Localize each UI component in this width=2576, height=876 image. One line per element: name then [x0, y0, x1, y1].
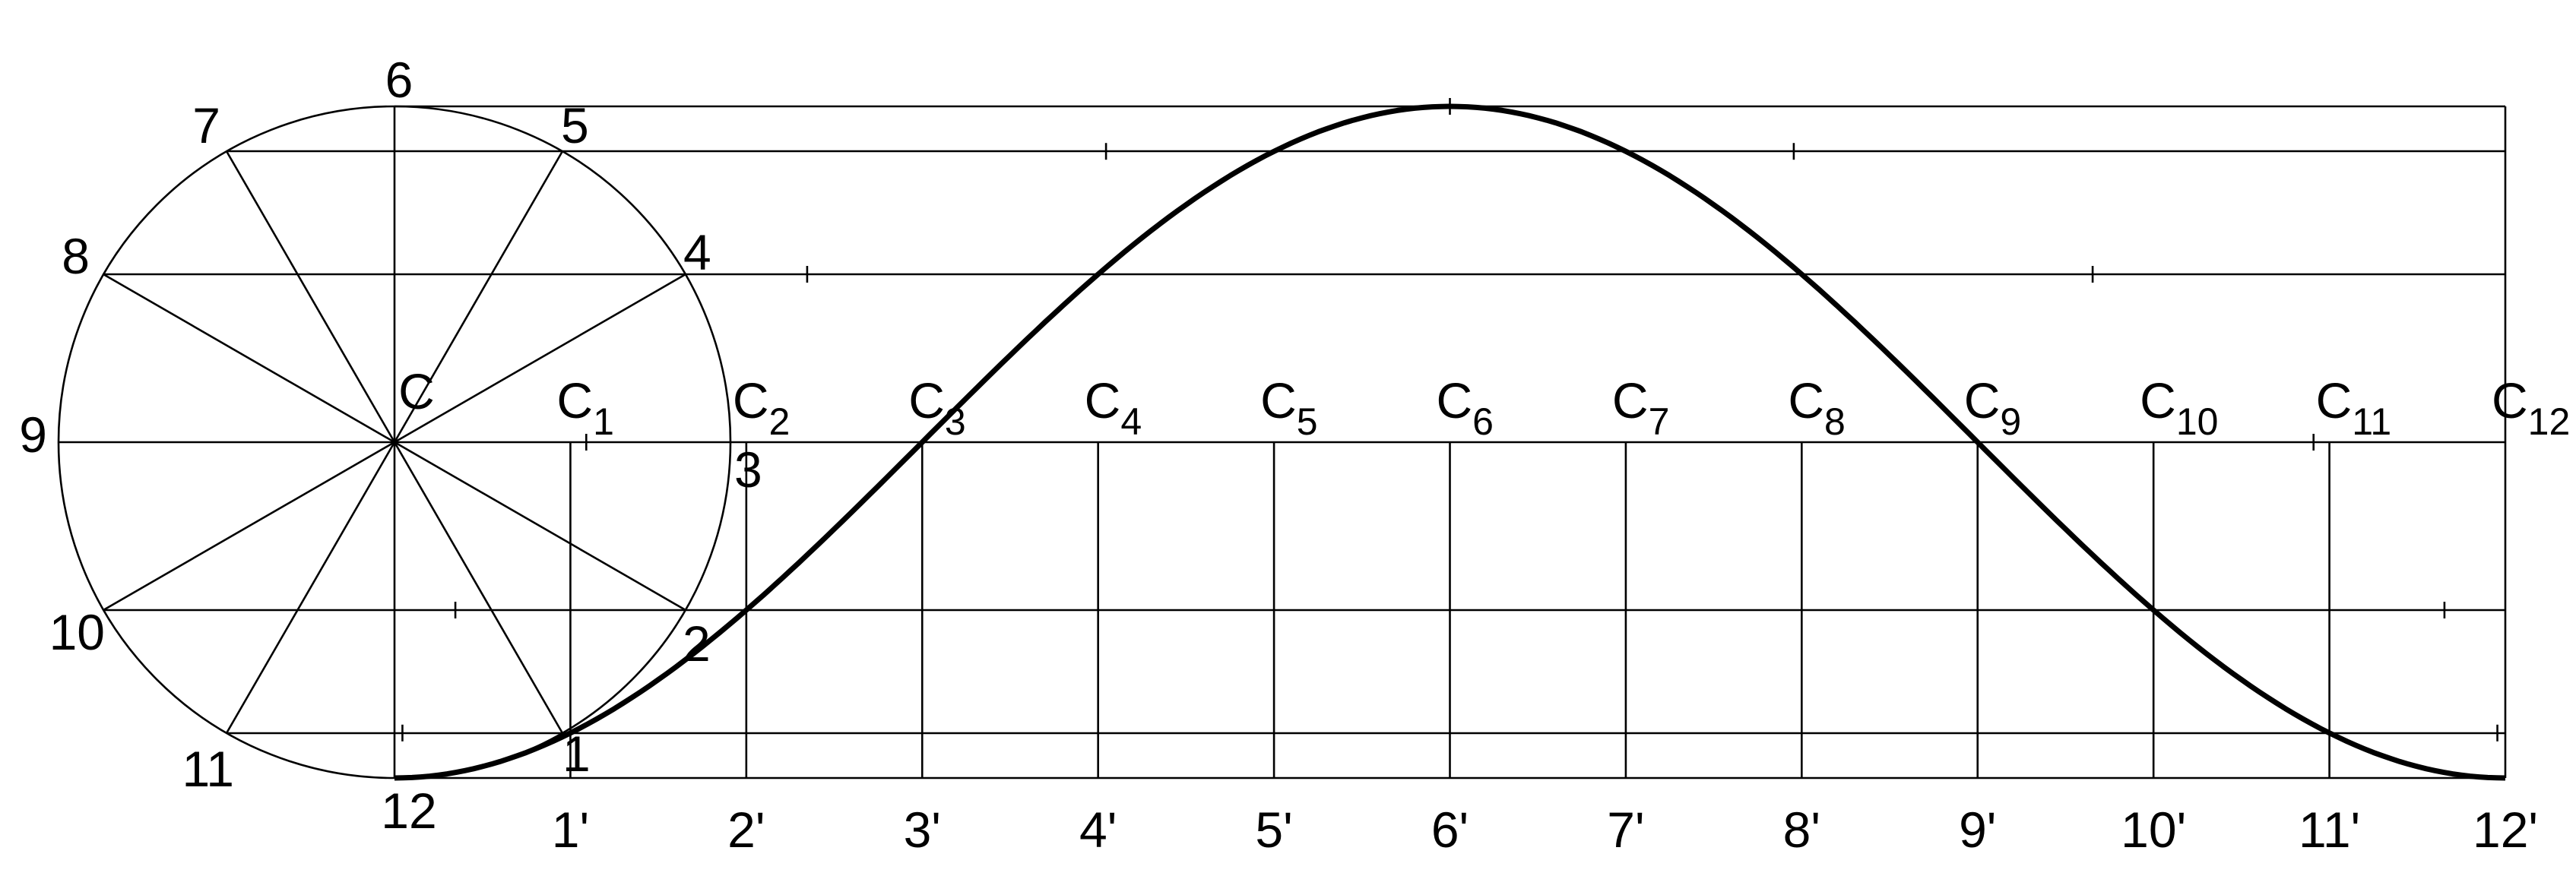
centre-position-letter: C: [1085, 372, 1121, 429]
centre-label: C: [398, 363, 435, 419]
base-labels-group: 1' 2' 3' 4' 5' 6' 7' 8' 9' 10' 11' 12': [552, 802, 2538, 858]
base-label-12: 12': [2473, 802, 2538, 858]
base-label-2: 2': [727, 802, 765, 858]
centre-position-label-2: C2: [733, 372, 790, 443]
circle-label-6: 6: [385, 52, 413, 108]
centre-position-letter: C: [2316, 372, 2353, 429]
centre-position-label-12: C12: [2492, 372, 2570, 443]
centre-position-labels-group: C1 C2 C3 C4 C5 C6 C7 C8 C9 C10 C11 C12: [556, 372, 2570, 443]
centre-position-subscript: 7: [1649, 400, 1670, 443]
centre-position-letter: C: [1437, 372, 1473, 429]
circle-label-7: 7: [192, 97, 220, 153]
centre-position-letter: C: [1260, 372, 1297, 429]
horizontal-lines-group: [59, 105, 2507, 780]
tick-marks-group: [401, 98, 2498, 742]
circle-labels-group: 1 2 3 4 5 6 7 8 9 10 11 12 C: [19, 52, 762, 839]
circle-label-4: 4: [683, 224, 711, 280]
centre-position-subscript: 2: [769, 400, 791, 443]
centre-position-letter: C: [2492, 372, 2528, 429]
base-label-9: 9': [1959, 802, 1996, 858]
centre-position-subscript: 5: [1297, 400, 1318, 443]
centre-position-subscript: 11: [2352, 400, 2391, 443]
centre-position-label-6: C6: [1437, 372, 1494, 443]
circle-label-3: 3: [734, 441, 762, 498]
base-label-10: 10': [2121, 802, 2186, 858]
centre-position-subscript: 3: [945, 400, 966, 443]
vertical-lines-group: [569, 442, 2330, 778]
circle-label-5: 5: [561, 97, 589, 153]
circle-label-10: 10: [49, 604, 105, 660]
circle-label-2: 2: [683, 615, 711, 672]
centre-position-label-8: C8: [1788, 372, 1845, 443]
centre-position-label-10: C10: [2140, 372, 2218, 443]
centre-position-letter: C: [556, 372, 593, 429]
centre-position-letter: C: [2140, 372, 2176, 429]
centre-position-subscript: 6: [1472, 400, 1494, 443]
centre-position-label-4: C4: [1085, 372, 1142, 443]
circle-label-1: 1: [562, 726, 591, 782]
base-label-3: 3': [904, 802, 941, 858]
cycloid-curve: [394, 103, 2506, 781]
base-label-4: 4': [1079, 802, 1117, 858]
circle-label-11: 11: [182, 741, 234, 797]
centre-position-subscript: 12: [2528, 400, 2571, 443]
centre-position-subscript: 4: [1120, 400, 1142, 443]
centre-position-letter: C: [1964, 372, 2001, 429]
centre-position-letter: C: [733, 372, 769, 429]
centre-position-label-1: C1: [556, 372, 613, 443]
centre-position-letter: C: [1612, 372, 1649, 429]
centre-position-label-5: C5: [1260, 372, 1317, 443]
centre-position-subscript: 1: [593, 400, 614, 443]
base-label-5: 5': [1255, 802, 1292, 858]
base-label-11: 11': [2299, 802, 2360, 858]
centre-position-label-11: C11: [2316, 372, 2392, 443]
circle-label-8: 8: [62, 228, 90, 284]
circle-label-9: 9: [19, 406, 47, 463]
centre-position-label-9: C9: [1964, 372, 2021, 443]
base-label-7: 7': [1607, 802, 1644, 858]
centre-position-subscript: 9: [2000, 400, 2021, 443]
centre-position-subscript: 8: [1824, 400, 1846, 443]
circle-label-12: 12: [381, 783, 436, 839]
centre-position-letter: C: [1788, 372, 1824, 429]
base-label-6: 6': [1431, 802, 1469, 858]
base-label-8: 8': [1783, 802, 1820, 858]
centre-position-letter: C: [908, 372, 945, 429]
base-label-1: 1': [552, 802, 589, 858]
centre-position-subscript: 10: [2176, 400, 2219, 443]
centre-position-label-3: C3: [908, 372, 965, 443]
centre-position-label-7: C7: [1612, 372, 1669, 443]
